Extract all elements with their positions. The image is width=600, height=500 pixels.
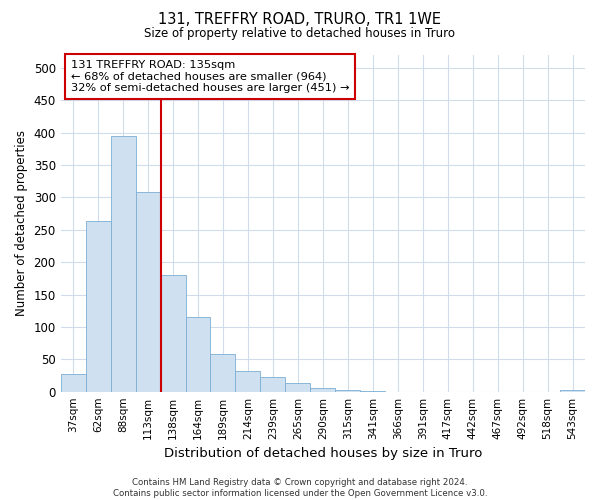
- Text: Contains HM Land Registry data © Crown copyright and database right 2024.
Contai: Contains HM Land Registry data © Crown c…: [113, 478, 487, 498]
- Bar: [286, 384, 310, 392]
- Text: 131 TREFFRY ROAD: 135sqm
← 68% of detached houses are smaller (964)
32% of semi-: 131 TREFFRY ROAD: 135sqm ← 68% of detach…: [71, 60, 350, 94]
- Bar: [211, 354, 235, 392]
- Bar: [86, 222, 110, 392]
- Bar: [560, 390, 585, 392]
- X-axis label: Distribution of detached houses by size in Truro: Distribution of detached houses by size …: [164, 447, 482, 460]
- Bar: [310, 388, 335, 392]
- Bar: [360, 391, 385, 392]
- Text: 131, TREFFRY ROAD, TRURO, TR1 1WE: 131, TREFFRY ROAD, TRURO, TR1 1WE: [158, 12, 442, 28]
- Bar: [335, 390, 360, 392]
- Bar: [235, 371, 260, 392]
- Bar: [185, 317, 211, 392]
- Y-axis label: Number of detached properties: Number of detached properties: [15, 130, 28, 316]
- Bar: [110, 136, 136, 392]
- Bar: [161, 275, 185, 392]
- Text: Size of property relative to detached houses in Truro: Size of property relative to detached ho…: [145, 28, 455, 40]
- Bar: [61, 374, 86, 392]
- Bar: [260, 377, 286, 392]
- Bar: [136, 192, 161, 392]
